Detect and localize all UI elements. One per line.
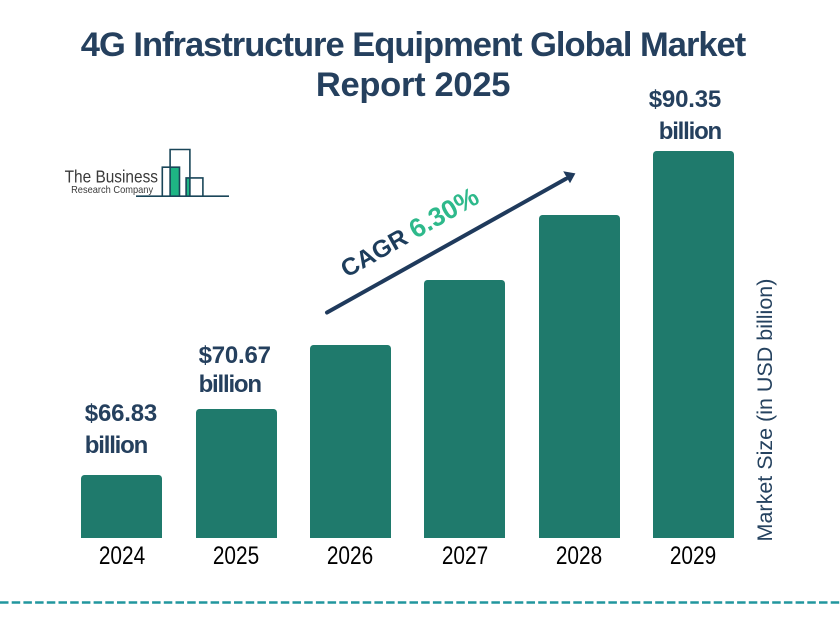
svg-text:The Business: The Business (65, 167, 159, 187)
svg-text:Research Company: Research Company (71, 184, 154, 196)
